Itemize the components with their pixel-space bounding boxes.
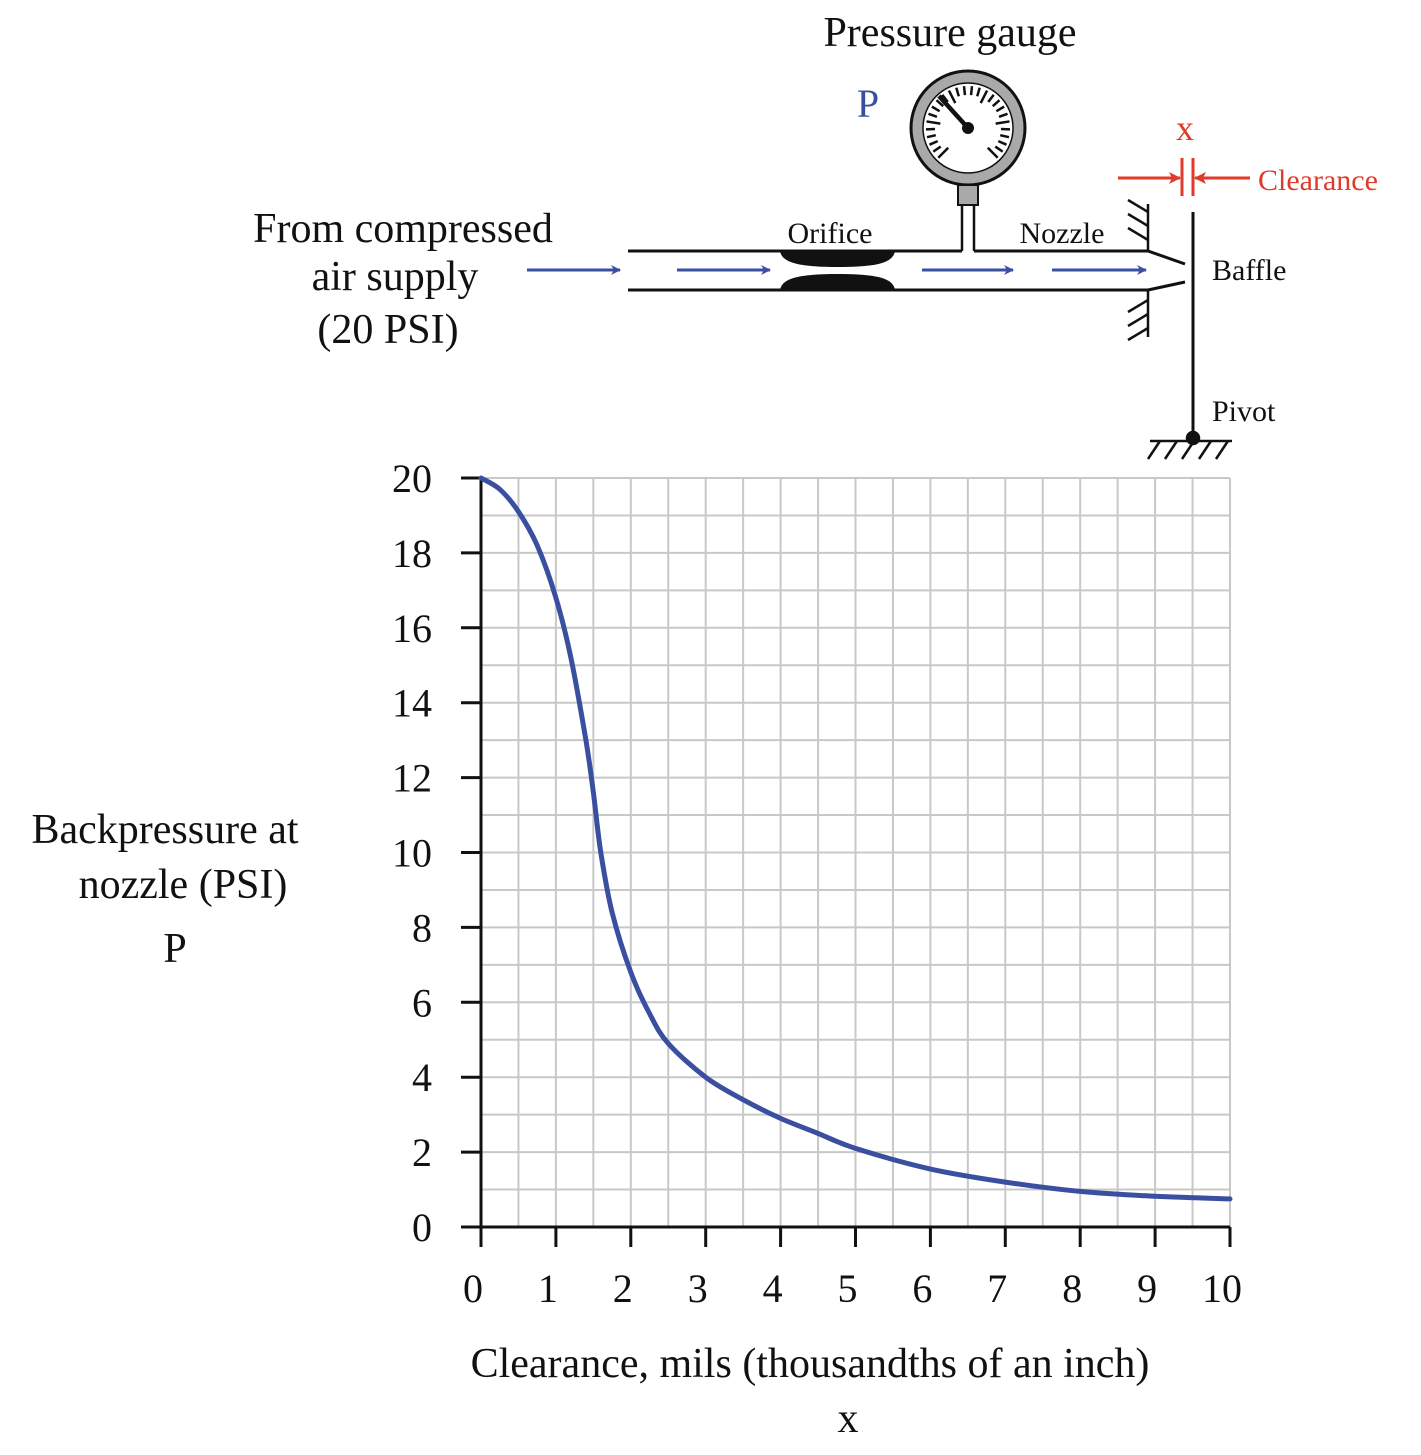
curve-data-point (779, 1116, 783, 1120)
supply-label-line1: From compressed (253, 206, 553, 252)
curve-data-point (516, 510, 520, 514)
orifice-restriction (780, 251, 895, 290)
y-axis-label-line2: nozzle (PSI) (79, 862, 288, 908)
curve-data-point (666, 1041, 670, 1045)
y-axis-symbol: P (163, 926, 186, 972)
curve-data-point (569, 656, 573, 660)
curve-data-point (629, 970, 633, 974)
x-tick-label: 2 (613, 1266, 633, 1311)
pressure-gauge-label: Pressure gauge (823, 10, 1076, 56)
clearance-indicator (1118, 158, 1250, 196)
x-axis-label: Clearance, mils (thousandths of an inch) (471, 1341, 1150, 1387)
curve-data-point (1003, 1180, 1007, 1184)
y-tick-label: 10 (392, 831, 432, 876)
curve-data-point (1228, 1197, 1232, 1201)
y-tick-label: 8 (412, 905, 432, 950)
curve-data-point (1078, 1189, 1082, 1193)
curve-data-point (816, 1131, 820, 1135)
curve-data-point (1153, 1194, 1157, 1198)
curve-data-point (599, 851, 603, 855)
curve-data-point (479, 476, 483, 480)
y-tick-label: 14 (392, 681, 432, 726)
curve-data-point (535, 543, 539, 547)
curve-data-point (554, 596, 558, 600)
supply-label-line3: (20 PSI) (317, 307, 458, 353)
y-tick-labels: 0 2 4 6 8 10 12 14 16 18 20 (392, 456, 432, 1250)
supply-label-line2: air supply (312, 254, 479, 300)
chart-axes (461, 478, 1230, 1247)
x-tick-label: 7 (987, 1266, 1007, 1311)
y-tick-label: 0 (412, 1205, 432, 1250)
x-tick-label: 3 (688, 1266, 708, 1311)
clearance-symbol-x: x (1176, 108, 1194, 148)
gauge-symbol-p: P (857, 81, 879, 126)
x-tick-label: 1 (538, 1266, 558, 1311)
x-tick-label: 9 (1137, 1266, 1157, 1311)
x-tick-labels: 0 1 2 3 4 5 6 7 8 9 10 (463, 1266, 1242, 1311)
x-tick-label: 5 (838, 1266, 858, 1311)
pivot (1148, 432, 1232, 459)
pressure-gauge-icon (911, 71, 1025, 251)
orifice-label: Orifice (788, 217, 873, 250)
clearance-label: Clearance (1258, 164, 1378, 197)
y-tick-label: 4 (412, 1055, 432, 1100)
baffle-label: Baffle (1212, 254, 1286, 287)
curve-data-point (928, 1167, 932, 1171)
curve-data-point (584, 738, 588, 742)
curve-data-point (610, 910, 614, 914)
x-tick-label: 6 (912, 1266, 932, 1311)
gauge-tick (971, 86, 972, 95)
x-axis-symbol: x (838, 1396, 859, 1442)
curve-data-point (498, 487, 502, 491)
gauge-tick (964, 86, 965, 95)
curve-data-point (854, 1146, 858, 1150)
x-tick-label: 4 (763, 1266, 783, 1311)
y-tick-label: 6 (412, 980, 432, 1025)
curve-data-point (648, 1012, 652, 1016)
y-tick-label: 18 (392, 531, 432, 576)
y-axis-label-line1: Backpressure at (31, 807, 298, 853)
x-tick-label: 8 (1062, 1266, 1082, 1311)
y-tick-label: 2 (412, 1130, 432, 1175)
x-tick-label: 0 (463, 1266, 483, 1311)
curve-data-point (741, 1098, 745, 1102)
y-tick-label: 16 (392, 606, 432, 651)
pivot-label: Pivot (1212, 395, 1276, 428)
chart-grid (481, 478, 1230, 1227)
x-tick-label: 10 (1202, 1266, 1242, 1311)
curve-data-point (591, 791, 595, 795)
nozzle-label: Nozzle (1020, 217, 1105, 250)
curve-data-point (704, 1075, 708, 1079)
y-tick-label: 20 (392, 456, 432, 501)
y-tick-label: 12 (392, 756, 432, 801)
